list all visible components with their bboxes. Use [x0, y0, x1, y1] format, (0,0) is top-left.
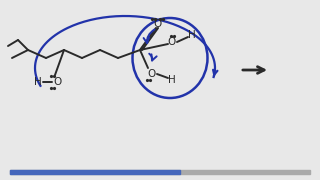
Text: H: H	[188, 30, 196, 40]
Bar	[10, 170, 310, 174]
Text: H: H	[34, 77, 42, 87]
Text: O: O	[153, 19, 161, 29]
Bar	[10, 170, 180, 174]
Text: H: H	[168, 75, 176, 85]
Text: O: O	[168, 37, 176, 47]
Text: O: O	[54, 77, 62, 87]
Text: O: O	[148, 69, 156, 79]
